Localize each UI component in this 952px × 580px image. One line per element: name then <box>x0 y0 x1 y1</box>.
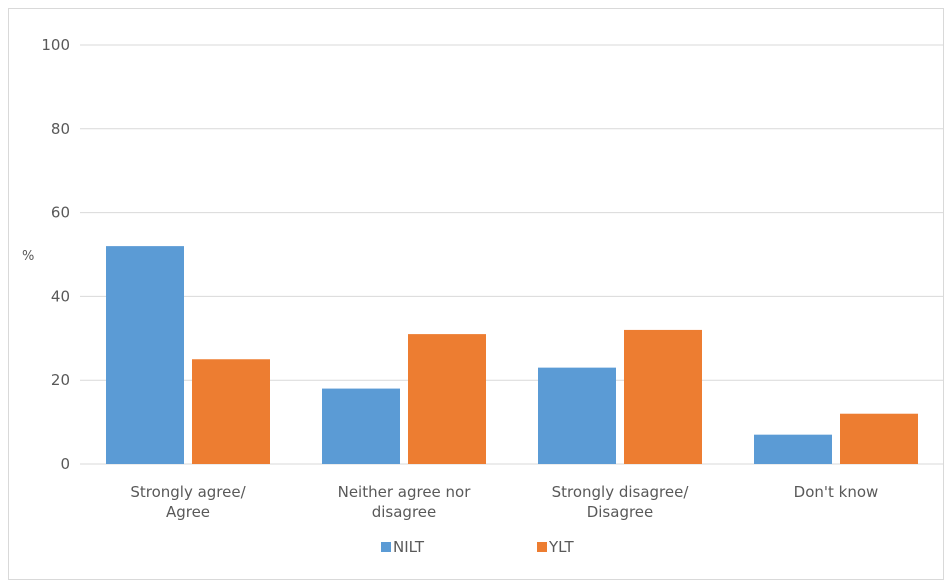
legend-swatch-nilt <box>381 542 391 552</box>
y-tick-label: 0 <box>60 455 70 473</box>
bar-chart: 0 20 40 60 80 100 % Strongly agree/Agree Neith… <box>22 36 944 556</box>
category-labels: Strongly agree/Agree Neither agree nor dis… <box>130 483 878 521</box>
y-tick-label: 60 <box>51 204 70 222</box>
category-label: Disagree <box>587 503 654 521</box>
bar-nilt-1 <box>106 246 184 464</box>
bars <box>106 246 918 464</box>
bar-ylt-1 <box>192 359 270 464</box>
bar-nilt-3 <box>538 367 616 464</box>
bar-ylt-3 <box>624 329 702 464</box>
y-tick-label: 40 <box>51 287 70 305</box>
bar-ylt-2 <box>408 334 486 464</box>
legend-label-ylt: YLT <box>548 538 574 556</box>
category-label: Don't know <box>794 483 879 501</box>
category-label: Strongly disagree/ <box>552 483 690 501</box>
category-label: Strongly agree/ <box>130 483 246 501</box>
y-tick-label: 20 <box>51 371 70 389</box>
legend-label-nilt: NILT <box>393 538 425 556</box>
category-label: Neither agree nor <box>338 483 472 501</box>
bar-nilt-2 <box>322 388 400 464</box>
y-tick-label: 80 <box>51 120 70 138</box>
bar-ylt-4 <box>840 413 918 464</box>
category-label: disagree <box>372 503 437 521</box>
legend-swatch-ylt <box>537 542 547 552</box>
y-axis-label: % <box>22 249 34 264</box>
bar-nilt-4 <box>754 434 832 464</box>
category-label: Agree <box>166 503 210 521</box>
y-tick-label: 100 <box>41 36 70 54</box>
y-axis-ticks: 0 20 40 60 80 100 <box>41 36 70 473</box>
legend: NILT YLT <box>381 538 574 556</box>
